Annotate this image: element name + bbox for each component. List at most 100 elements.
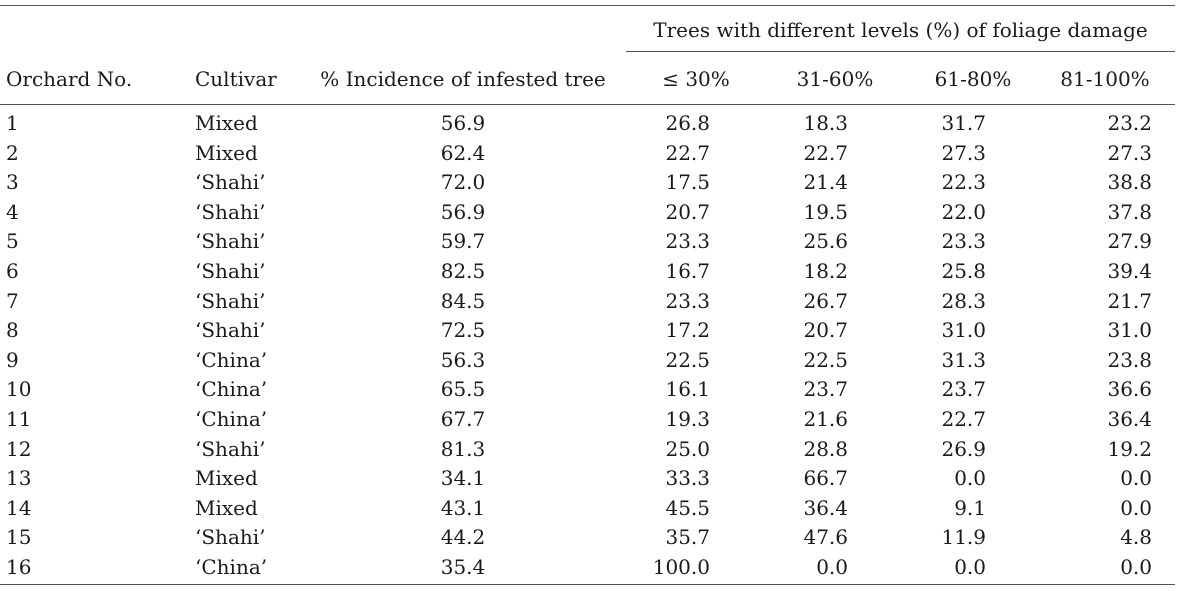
cell-incidence: 56.9 <box>440 111 486 135</box>
cell-damage-61-80: 25.8 <box>941 259 986 283</box>
cell-damage-31-60: 22.7 <box>803 140 848 165</box>
cell-cultivar: ‘Shahi’ <box>195 318 266 343</box>
cell-cultivar: ‘Shahi’ <box>195 525 266 550</box>
cell-cultivar: Mixed <box>195 495 258 520</box>
header-damage-81-100: 81-100% <box>1060 67 1150 91</box>
cell-damage-31-60: 23.7 <box>803 377 848 402</box>
cell-damage-31-60: 21.4 <box>803 170 848 195</box>
cell-damage-31-60: 18.2 <box>803 259 848 283</box>
cell-cultivar: ‘China’ <box>195 555 268 579</box>
cell-damage-61-80: 27.3 <box>941 140 986 165</box>
cell-cultivar: ‘China’ <box>195 377 268 402</box>
header-rule <box>0 104 1175 105</box>
cell-damage-61-80: 22.3 <box>941 170 986 195</box>
cell-damage-61-80: 22.7 <box>941 407 986 431</box>
cell-damage-le-30: 17.5 <box>665 170 710 195</box>
cell-damage-61-80: 31.3 <box>941 347 986 372</box>
cell-cultivar: ‘China’ <box>195 347 268 372</box>
cell-orchard-no: 10 <box>6 377 32 402</box>
cell-damage-61-80: 22.0 <box>941 199 986 224</box>
cell-cultivar: ‘Shahi’ <box>195 229 266 254</box>
cell-orchard-no: 5 <box>6 229 19 254</box>
group-header: Trees with different levels (%) of folia… <box>653 18 1148 42</box>
cell-damage-61-80: 23.7 <box>941 377 986 402</box>
cell-orchard-no: 12 <box>6 436 32 461</box>
cell-incidence: 72.5 <box>440 318 486 343</box>
cell-damage-81-100: 0.0 <box>1120 495 1152 520</box>
header-incidence: % Incidence of infested tree <box>320 67 606 91</box>
cell-damage-le-30: 16.1 <box>665 377 710 402</box>
cell-orchard-no: 7 <box>6 288 19 313</box>
cell-damage-81-100: 23.2 <box>1107 111 1152 135</box>
cell-damage-31-60: 26.7 <box>803 288 848 313</box>
cell-damage-31-60: 47.6 <box>803 525 848 550</box>
cell-incidence: 84.5 <box>440 288 486 313</box>
cell-incidence: 56.9 <box>440 199 486 224</box>
cell-damage-le-30: 22.7 <box>665 140 710 165</box>
header-damage-61-80: 61-80% <box>934 67 1012 91</box>
cell-damage-81-100: 27.9 <box>1107 229 1152 254</box>
cell-damage-61-80: 26.9 <box>941 436 986 461</box>
cell-damage-81-100: 0.0 <box>1120 466 1152 491</box>
cell-incidence: 34.1 <box>440 466 486 491</box>
cell-orchard-no: 9 <box>6 347 19 372</box>
cell-damage-31-60: 22.5 <box>803 347 848 372</box>
cell-incidence: 35.4 <box>440 555 486 579</box>
cell-damage-31-60: 21.6 <box>803 407 848 431</box>
cell-damage-le-30: 35.7 <box>665 525 710 550</box>
cell-cultivar: Mixed <box>195 111 258 135</box>
cell-damage-le-30: 19.3 <box>665 407 710 431</box>
cell-cultivar: ‘Shahi’ <box>195 259 266 283</box>
cell-cultivar: ‘Shahi’ <box>195 170 266 195</box>
cell-damage-81-100: 23.8 <box>1107 347 1152 372</box>
header-cultivar: Cultivar <box>195 67 277 91</box>
header-damage-31-60: 31-60% <box>796 67 874 91</box>
cell-damage-81-100: 38.8 <box>1107 170 1152 195</box>
cell-cultivar: ‘Shahi’ <box>195 288 266 313</box>
cell-damage-61-80: 28.3 <box>941 288 986 313</box>
group-header-rule <box>626 51 1175 52</box>
cell-damage-le-30: 23.3 <box>665 288 710 313</box>
cell-damage-le-30: 22.5 <box>665 347 710 372</box>
cell-damage-81-100: 19.2 <box>1107 436 1152 461</box>
cell-damage-le-30: 100.0 <box>652 555 710 579</box>
cell-damage-31-60: 18.3 <box>803 111 848 135</box>
cell-orchard-no: 14 <box>6 495 32 520</box>
cell-orchard-no: 4 <box>6 199 19 224</box>
cell-incidence: 81.3 <box>440 436 486 461</box>
cell-orchard-no: 3 <box>6 170 19 195</box>
cell-orchard-no: 8 <box>6 318 19 343</box>
cell-damage-le-30: 45.5 <box>665 495 710 520</box>
cell-damage-81-100: 27.3 <box>1107 140 1152 165</box>
cell-damage-81-100: 21.7 <box>1107 288 1152 313</box>
cell-damage-31-60: 0.0 <box>816 555 848 579</box>
cell-damage-le-30: 25.0 <box>665 436 710 461</box>
cell-damage-61-80: 9.1 <box>954 495 986 520</box>
cell-incidence: 72.0 <box>440 170 486 195</box>
cell-cultivar: ‘Shahi’ <box>195 436 266 461</box>
header-damage-le-30: ≤ 30% <box>662 67 730 91</box>
cell-orchard-no: 13 <box>6 466 32 491</box>
cell-incidence: 44.2 <box>440 525 486 550</box>
cell-damage-31-60: 28.8 <box>803 436 848 461</box>
bottom-rule <box>0 584 1175 585</box>
cell-orchard-no: 15 <box>6 525 32 550</box>
cell-incidence: 67.7 <box>440 407 486 431</box>
cell-orchard-no: 16 <box>6 555 32 579</box>
cell-damage-le-30: 16.7 <box>665 259 710 283</box>
cell-incidence: 43.1 <box>440 495 486 520</box>
cell-orchard-no: 11 <box>6 407 32 431</box>
header-orchard-no: Orchard No. <box>6 67 133 91</box>
cell-damage-31-60: 19.5 <box>803 199 848 224</box>
cell-damage-61-80: 31.0 <box>941 318 986 343</box>
cell-damage-81-100: 4.8 <box>1120 525 1152 550</box>
cell-cultivar: Mixed <box>195 140 258 165</box>
cell-cultivar: ‘Shahi’ <box>195 199 266 224</box>
cell-damage-81-100: 39.4 <box>1107 259 1152 283</box>
cell-damage-61-80: 31.7 <box>941 111 986 135</box>
cell-damage-61-80: 23.3 <box>941 229 986 254</box>
cell-damage-31-60: 66.7 <box>803 466 848 491</box>
cell-damage-le-30: 20.7 <box>665 199 710 224</box>
cell-orchard-no: 2 <box>6 140 19 165</box>
